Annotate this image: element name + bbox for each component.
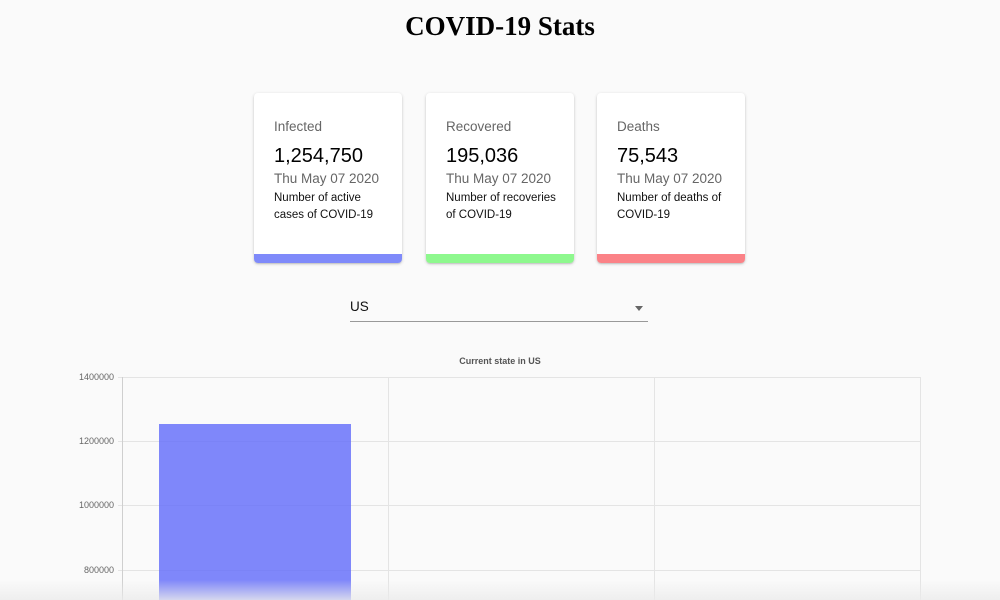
card-description: Number of active cases of COVID-19: [274, 192, 374, 221]
card-label: Infected: [274, 119, 323, 134]
card-color-bar: [426, 254, 574, 263]
page-title: COVID-19 Stats: [405, 11, 595, 41]
y-tick-label: 1400000: [78, 372, 114, 382]
y-tick-label: 1200000: [78, 436, 114, 446]
card-description: Number of recoveries of COVID-19: [446, 192, 556, 221]
card-date: Thu May 07 2020: [446, 171, 552, 186]
card-color-bar: [254, 254, 402, 263]
gridline: [118, 441, 920, 442]
chevron-down-icon[interactable]: [635, 306, 643, 311]
card-value: 1,254,750: [274, 145, 363, 167]
deaths-card: Deaths 75,543 Thu May 07 2020 Number of …: [597, 93, 745, 263]
card-value: 75,543: [617, 145, 679, 167]
stats-cards: Infected 1,254,750 Thu May 07 2020 Numbe…: [0, 93, 1000, 265]
card-date: Thu May 07 2020: [274, 171, 380, 186]
card-color-bar: [597, 254, 745, 263]
gridline: [654, 377, 655, 600]
card-label: Deaths: [617, 119, 660, 134]
card-value: 195,036: [446, 145, 519, 167]
gridline: [118, 377, 920, 378]
bar-infected[interactable]: [159, 424, 351, 600]
country-select-value: US: [350, 299, 369, 314]
gridline: [118, 570, 920, 571]
chart-title: Current state in US: [459, 356, 541, 366]
card-date: Thu May 07 2020: [617, 171, 723, 186]
card-label: Recovered: [446, 119, 512, 134]
infected-card: Infected 1,254,750 Thu May 07 2020 Numbe…: [254, 93, 402, 263]
country-select[interactable]: US: [350, 296, 648, 322]
card-description: Number of deaths of COVID-19: [617, 192, 722, 221]
y-axis: [122, 377, 123, 600]
recovered-card: Recovered 195,036 Thu May 07 2020 Number…: [426, 93, 574, 263]
gridline: [920, 377, 921, 600]
gridline: [118, 505, 920, 506]
y-tick-label: 800000: [83, 565, 114, 575]
gridline: [388, 377, 389, 600]
y-tick-label: 1000000: [78, 500, 114, 510]
